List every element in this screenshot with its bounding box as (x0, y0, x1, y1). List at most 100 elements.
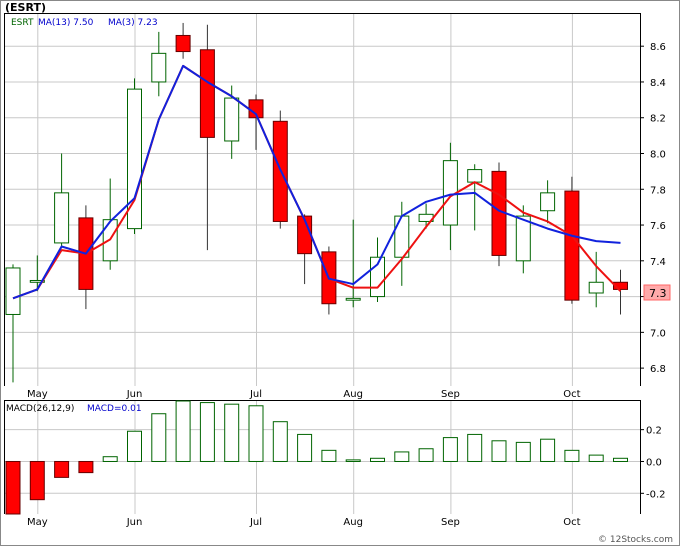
price-y-tick-label: 8.0 (650, 150, 666, 161)
candle-body (175, 34, 191, 53)
candle-body (540, 192, 556, 212)
macd-bar (5, 460, 21, 515)
candle-body (613, 281, 628, 290)
macd-y-axis: -0.2 0.0 0.2 (640, 426, 666, 500)
macd-bar (564, 449, 580, 462)
macd-legend-label: MACD(26,12,9) (6, 404, 74, 414)
candle (491, 162, 507, 267)
macd-bar (467, 433, 483, 462)
candle-body (5, 267, 21, 315)
candle-body (515, 215, 531, 262)
x-tick-label: Oct (563, 389, 580, 400)
candle (613, 269, 628, 315)
candle (564, 176, 580, 304)
price-y-tick-label: 7.6 (650, 221, 666, 232)
candle-body (345, 297, 361, 301)
macd-bar (515, 441, 531, 462)
last-price-value: 7.3 (649, 287, 667, 300)
candle-body (564, 190, 580, 301)
watermark: © 12Stocks.com (598, 535, 673, 545)
macd-y-tick-label: 0.2 (646, 426, 662, 437)
macd-histogram (5, 400, 628, 515)
macd-bar (127, 430, 142, 462)
price-y-axis: 6.87.07.27.47.67.88.08.28.48.6 (640, 42, 666, 375)
macd-bar (540, 438, 556, 462)
candle-body (588, 281, 604, 294)
candle (5, 264, 21, 383)
price-y-tick-label: 7.4 (650, 257, 666, 268)
price-y-tick-label: 6.8 (650, 364, 666, 375)
x-tick-label: Aug (343, 517, 363, 528)
candle (540, 180, 556, 224)
candle-body (151, 52, 167, 83)
x-tick-label: May (27, 517, 48, 528)
macd-bar (491, 440, 507, 462)
macd-bar (29, 460, 45, 501)
macd-bar (78, 460, 94, 474)
candle (151, 31, 167, 97)
macd-bar (175, 400, 191, 462)
candle-body (127, 88, 142, 230)
x-tick-label: Jul (249, 389, 262, 400)
macd-bar (272, 421, 288, 462)
candle (54, 153, 70, 249)
candle (127, 78, 142, 234)
macd-bar (54, 460, 70, 478)
x-axis-labels: May May Jun Jun Jul Jul Aug Aug Sep Sep Oct Oct (27, 389, 581, 528)
x-tick-label: Oct (563, 517, 580, 528)
moving-average-lines (12, 64, 622, 300)
price-y-tick-label: 7.8 (650, 185, 666, 196)
candle (345, 219, 361, 308)
macd-bar (394, 451, 410, 462)
price-y-tick-label: 8.6 (650, 42, 666, 53)
macd-bar (297, 433, 313, 462)
macd-bar (588, 454, 604, 462)
macd-bar (442, 437, 458, 462)
candle (224, 85, 240, 159)
x-tick-label: Jun (126, 389, 143, 400)
candle-body (467, 169, 483, 183)
x-tick-label: Jul (249, 517, 262, 528)
candle (29, 255, 45, 292)
candle-body (224, 97, 240, 142)
macd-bar (199, 402, 215, 462)
macd-x-axis (4, 514, 641, 528)
candle (588, 251, 604, 308)
candle-body (199, 49, 215, 138)
macd-bar (151, 413, 167, 462)
macd-bar (248, 405, 264, 462)
x-tick-label: May (27, 389, 48, 400)
candle (515, 205, 531, 274)
macd-bar (321, 449, 337, 462)
candle (175, 22, 191, 59)
x-tick-label: Jun (126, 517, 143, 528)
legend-symbol: ESRT (11, 18, 34, 28)
ma13-line (12, 64, 621, 300)
candle (199, 24, 215, 251)
price-y-tick-label: 8.2 (650, 114, 666, 125)
macd-legend-value: MACD=0.01 (87, 404, 142, 414)
x-tick-label: Sep (441, 389, 460, 400)
legend-ma3: MA(3) 7.23 (108, 18, 158, 28)
candle (248, 94, 264, 150)
x-tick-label: Sep (441, 517, 460, 528)
price-y-tick-label: 7.0 (650, 328, 666, 339)
macd-bar (370, 457, 385, 462)
macd-bar (102, 456, 118, 462)
candle-body (54, 192, 70, 244)
macd-bar (613, 457, 628, 462)
candle-body (29, 279, 45, 283)
macd-bar (345, 459, 361, 462)
price-x-axis (4, 386, 641, 400)
chart-title: (ESRT) (5, 1, 46, 14)
macd-bar (418, 448, 434, 462)
price-y-tick-label: 8.4 (650, 78, 666, 89)
macd-y-tick-label: 0.0 (646, 457, 662, 468)
last-price-badge (643, 284, 671, 301)
macd-y-tick-label: -0.2 (646, 489, 666, 500)
x-tick-label: Aug (343, 389, 363, 400)
legend-ma13: MA(13) 7.50 (38, 18, 94, 28)
macd-bar (224, 403, 240, 462)
